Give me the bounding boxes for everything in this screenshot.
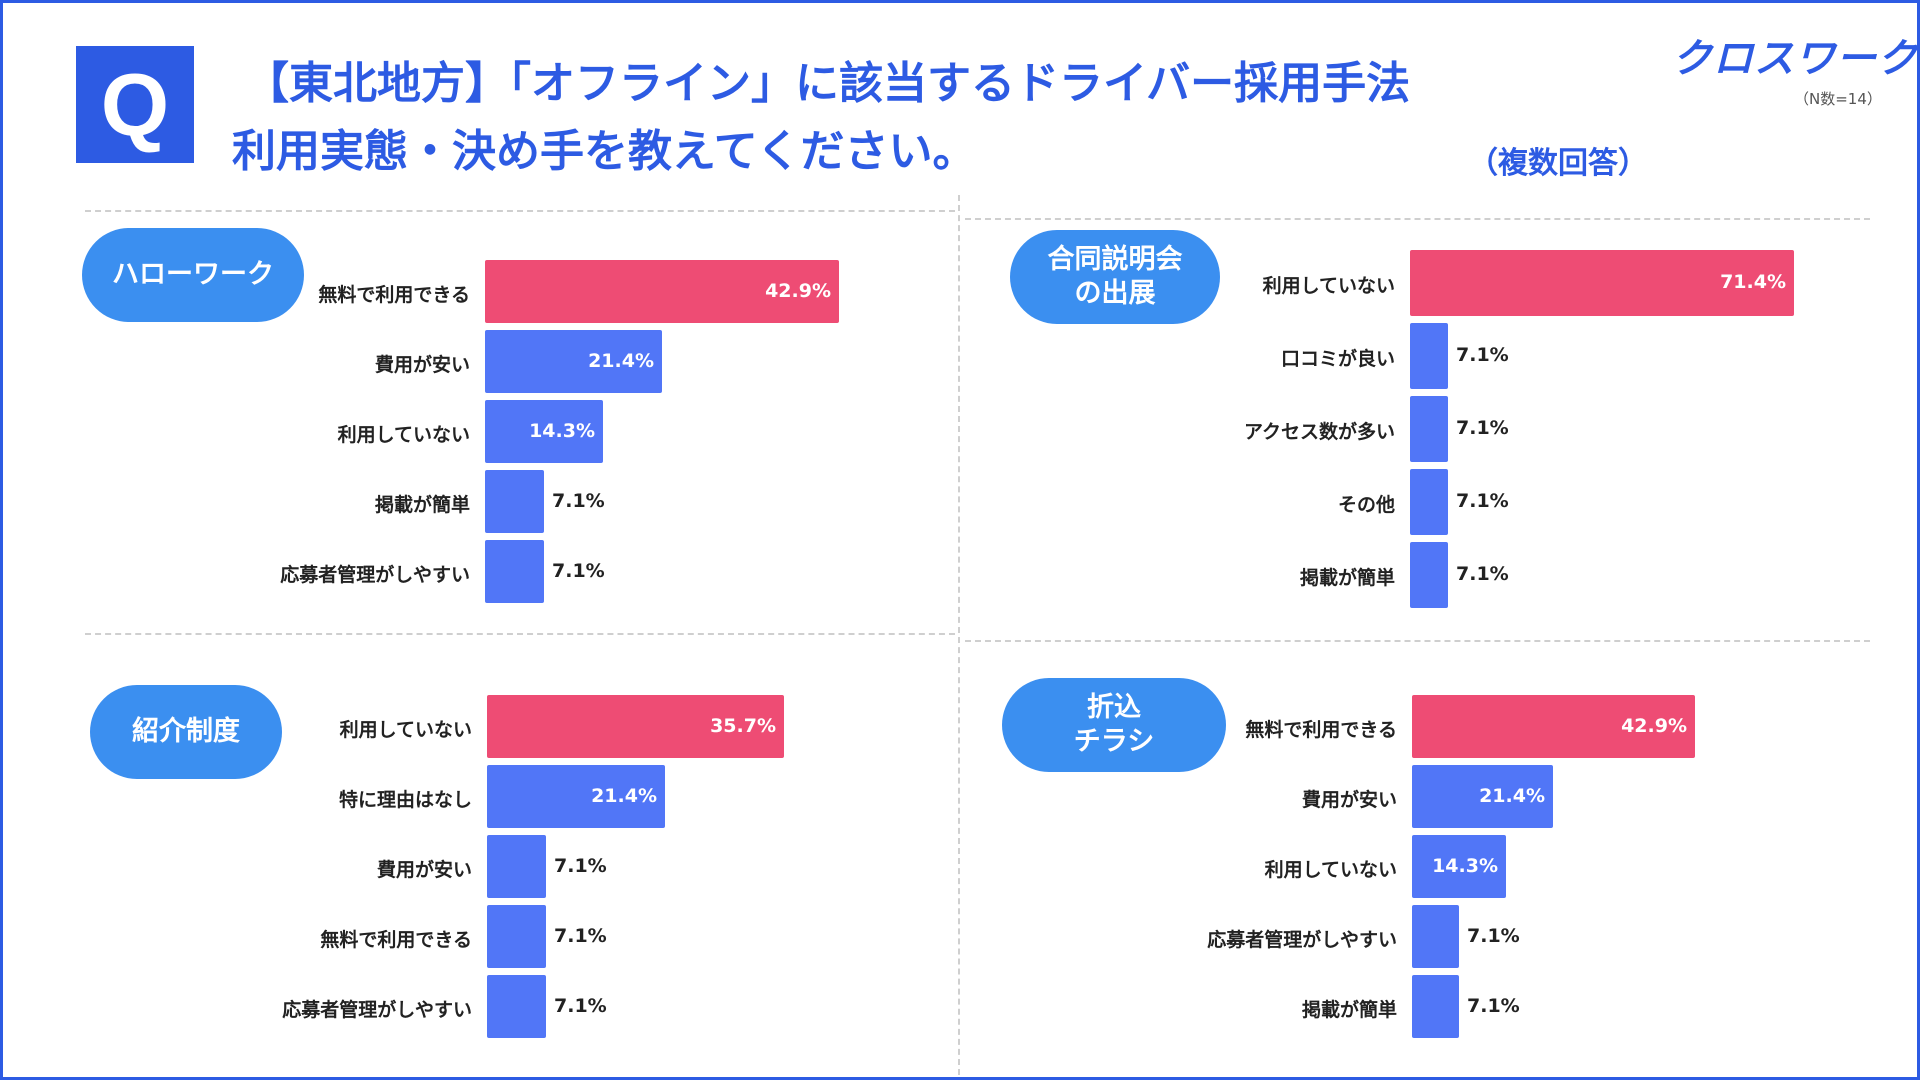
- data-bar: [487, 695, 784, 758]
- category-label: 無料で利用できる: [320, 928, 472, 951]
- data-bar: [1412, 835, 1506, 898]
- category-label: 無料で利用できる: [1245, 718, 1397, 741]
- data-label: 7.1%: [1456, 417, 1509, 439]
- category-label: 費用が安い: [376, 858, 472, 881]
- category-label: 応募者管理がしやすい: [282, 998, 472, 1021]
- divider-top-right: [965, 218, 1870, 220]
- data-label: 7.1%: [552, 489, 605, 512]
- question-badge: Q: [76, 46, 194, 163]
- data-label: 7.1%: [1456, 563, 1509, 585]
- divider-top-left: [85, 210, 955, 212]
- data-label: 21.4%: [1479, 784, 1545, 807]
- data-bar: [485, 260, 839, 323]
- divider-mid-left: [85, 633, 955, 635]
- data-bar: [487, 905, 546, 968]
- data-label: 35.7%: [710, 714, 776, 737]
- data-bar: [485, 540, 544, 603]
- data-bar: [1412, 975, 1459, 1038]
- divider-vertical: [958, 195, 960, 1075]
- category-label: 掲載が簡単: [1299, 567, 1395, 589]
- data-bar: [485, 400, 603, 463]
- category-label: 利用していない: [339, 718, 472, 741]
- panel-title-pill: 紹介制度: [90, 685, 282, 779]
- data-bar: [487, 835, 546, 898]
- data-bar: [485, 330, 662, 393]
- title-line-2: 利用実態・決め手を教えてください。: [232, 126, 977, 177]
- data-bar: [1412, 905, 1459, 968]
- title-line-1: 【東北地方】「オフライン」に該当するドライバー採用手法: [245, 58, 1411, 109]
- sample-size-note: （N数=14）: [1794, 90, 1882, 108]
- category-label: 掲載が簡単: [1301, 998, 1397, 1021]
- data-label: 7.1%: [554, 854, 607, 877]
- data-bar: [1410, 323, 1448, 389]
- data-label: 14.3%: [1432, 854, 1498, 877]
- panel-title-pill: 折込 チラシ: [1002, 678, 1226, 772]
- category-label: 費用が安い: [1301, 788, 1397, 811]
- category-label: 掲載が簡単: [374, 493, 470, 516]
- category-label: 応募者管理がしやすい: [1207, 928, 1397, 951]
- data-bar: [1410, 250, 1794, 316]
- panel-title-pill: ハローワーク: [82, 228, 304, 322]
- multi-answer-note: （複数回答）: [1468, 146, 1648, 181]
- divider-mid-right: [965, 640, 1870, 642]
- category-label: 応募者管理がしやすい: [280, 563, 470, 586]
- data-bar: [1410, 469, 1448, 535]
- data-label: 42.9%: [765, 279, 831, 302]
- data-label: 7.1%: [1456, 490, 1509, 512]
- data-bar: [1412, 765, 1553, 828]
- data-label: 7.1%: [552, 559, 605, 582]
- data-label: 7.1%: [554, 924, 607, 947]
- category-label: 口コミが良い: [1280, 348, 1395, 370]
- data-label: 7.1%: [1467, 994, 1520, 1017]
- data-bar: [487, 765, 665, 828]
- data-bar: [485, 470, 544, 533]
- brand-logo: クロスワーク: [1672, 36, 1918, 82]
- question-letter: Q: [100, 54, 170, 154]
- category-label: その他: [1337, 494, 1395, 516]
- data-label: 71.4%: [1720, 271, 1786, 293]
- data-label: 14.3%: [529, 419, 595, 442]
- category-label: 利用していない: [1264, 858, 1397, 881]
- panel-title-pill: 合同説明会 の出展: [1010, 230, 1220, 324]
- data-label: 21.4%: [588, 349, 654, 372]
- category-label: 特に理由はなし: [338, 788, 472, 811]
- category-label: 費用が安い: [374, 353, 470, 376]
- data-label: 42.9%: [1621, 714, 1687, 737]
- data-label: 7.1%: [1456, 344, 1509, 366]
- data-label: 21.4%: [591, 784, 657, 807]
- data-bar: [1410, 396, 1448, 462]
- category-label: 利用していない: [1262, 275, 1395, 297]
- category-label: 無料で利用できる: [318, 283, 470, 306]
- data-bar: [487, 975, 546, 1038]
- data-label: 7.1%: [554, 994, 607, 1017]
- data-label: 7.1%: [1467, 924, 1520, 947]
- data-bar: [1410, 542, 1448, 608]
- category-label: 利用していない: [337, 423, 470, 446]
- category-label: アクセス数が多い: [1243, 421, 1395, 443]
- data-bar: [1412, 695, 1695, 758]
